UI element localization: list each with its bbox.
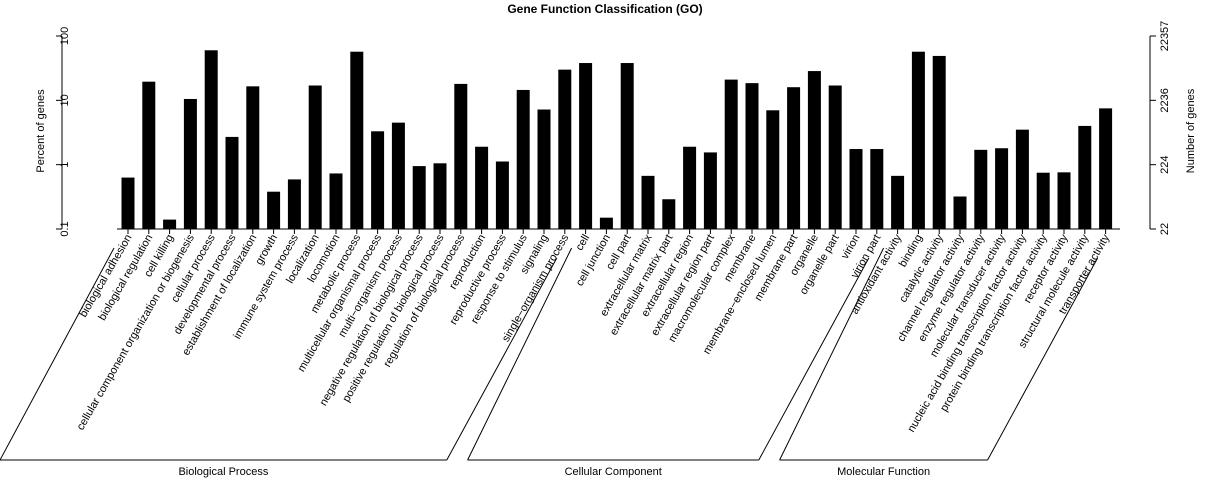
bar — [495, 161, 509, 229]
bar — [787, 87, 801, 229]
bar — [807, 71, 821, 229]
bar — [932, 55, 946, 229]
bar — [1057, 172, 1071, 229]
category-label: cell — [574, 233, 593, 253]
bar — [953, 196, 967, 229]
bar — [475, 146, 489, 229]
group-label: Biological Process — [178, 466, 268, 478]
group-bracket-left — [467, 247, 573, 461]
bar — [911, 51, 925, 229]
bars — [121, 50, 1113, 230]
axes: 100 10 1 0.1 22357 2236 224 22 — [56, 21, 1171, 237]
bar — [433, 163, 447, 229]
bar — [537, 109, 551, 229]
bar — [828, 85, 842, 230]
bar — [599, 217, 613, 229]
bar — [267, 191, 281, 229]
bar — [163, 219, 177, 229]
bar — [870, 149, 884, 229]
bar — [350, 51, 364, 229]
group-bracket-right — [758, 257, 870, 461]
bar — [121, 177, 135, 229]
y-axis-label-left: Percent of genes — [35, 89, 47, 173]
bar — [724, 79, 738, 230]
y-tick-label-right: 22 — [1159, 223, 1171, 235]
bar — [454, 83, 468, 230]
bar — [1099, 108, 1113, 229]
y-tick-label-left: 10 — [59, 94, 71, 106]
bar — [225, 136, 239, 229]
y-tick-label-left: 100 — [59, 27, 71, 45]
bar — [1015, 129, 1029, 229]
bar — [683, 146, 697, 229]
bar — [371, 131, 385, 229]
bar — [246, 86, 260, 230]
bar — [1078, 125, 1092, 229]
y-tick-label-left: 1 — [59, 162, 71, 168]
bar — [287, 179, 301, 229]
group-bracket-right — [446, 257, 558, 461]
group-bracket-left — [0, 247, 115, 461]
bar — [849, 149, 863, 229]
bar — [412, 166, 426, 229]
group-label: Cellular Component — [565, 466, 662, 478]
bar — [974, 149, 988, 229]
bar — [745, 83, 759, 229]
bar — [516, 89, 530, 229]
chart-title: Gene Function Classification (GO) — [507, 2, 702, 16]
y-tick-label-left: 0.1 — [59, 221, 71, 236]
bar — [662, 199, 676, 229]
y-tick-label-right: 22357 — [1159, 21, 1171, 52]
bar — [308, 85, 322, 230]
bar — [183, 98, 197, 229]
bar — [891, 175, 905, 229]
bar — [329, 173, 343, 229]
bar — [204, 50, 218, 229]
category-groups: Biological Process Cellular Component Mole… — [0, 247, 1099, 478]
bar — [766, 110, 780, 229]
bar — [641, 175, 655, 229]
bar — [1036, 172, 1050, 229]
group-bracket-right — [987, 257, 1099, 461]
y-tick-label-right: 2236 — [1159, 88, 1171, 112]
bar — [620, 63, 634, 229]
bar — [579, 63, 593, 229]
y-axis-label-right: Number of genes — [1185, 88, 1197, 173]
y-tick-label-right: 224 — [1159, 155, 1171, 173]
bar — [142, 81, 156, 229]
bar — [995, 148, 1009, 229]
bar — [391, 122, 405, 229]
bar — [558, 69, 572, 229]
group-label: Molecular Function — [837, 466, 930, 478]
group-bracket-left — [779, 247, 885, 461]
bar — [703, 152, 717, 229]
